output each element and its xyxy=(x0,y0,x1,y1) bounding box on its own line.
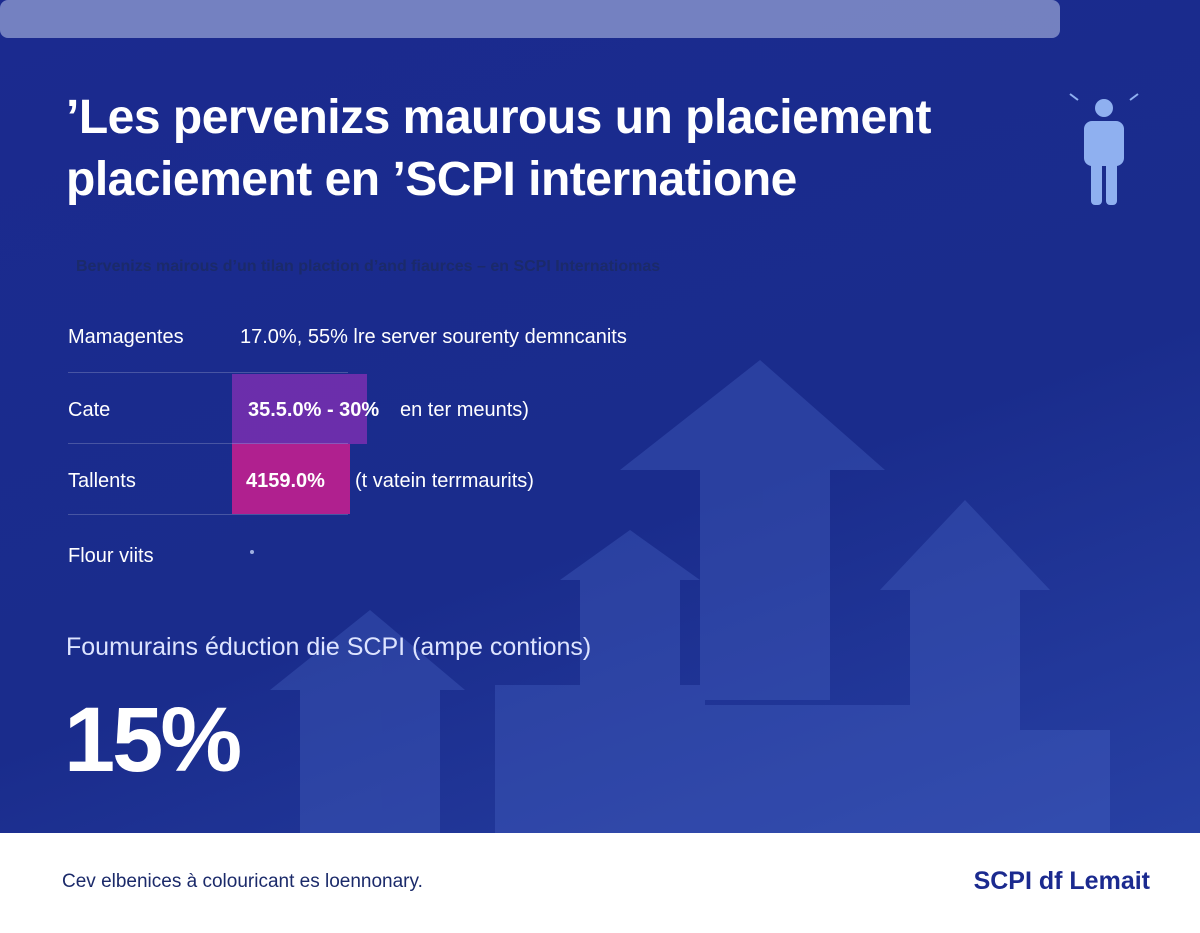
subtitle: Bervenizs mairous d’un tilan plaction d’… xyxy=(76,258,661,275)
row-value: 17.0%, 55% lre server sourenty demncanit… xyxy=(240,326,627,348)
subtitle-bar xyxy=(0,0,1060,38)
brand: SCPI df Lemait xyxy=(973,867,1150,895)
title-line: placiement en ’SCPI internatione xyxy=(66,153,797,206)
row-note: en ter meunts) xyxy=(400,399,529,421)
footer: Cev elbenices à colouricant es loennonar… xyxy=(0,833,1200,933)
row-note: (t vatein terrmaurits) xyxy=(355,470,534,492)
row-value: 35.5.0% - 30% xyxy=(248,399,380,421)
title-line: ’Les pervenizs maurous un placiement xyxy=(66,91,931,144)
row-label: Flour viits xyxy=(68,545,154,567)
row-value: 4159.0% xyxy=(246,470,325,492)
stat-value: 15% xyxy=(64,689,242,791)
row-separator xyxy=(68,514,348,515)
row-label: Tallents xyxy=(68,470,136,492)
background-art xyxy=(232,93,1139,833)
row-separator xyxy=(68,443,348,444)
row-label: Cate xyxy=(68,399,111,421)
stat-label: Foumurains éduction die SCPI (ampe conti… xyxy=(66,633,592,661)
footer-text: Cev elbenices à colouricant es loennonar… xyxy=(62,871,423,892)
row-separator xyxy=(68,372,348,373)
row-label: Mamagentes xyxy=(68,326,184,348)
